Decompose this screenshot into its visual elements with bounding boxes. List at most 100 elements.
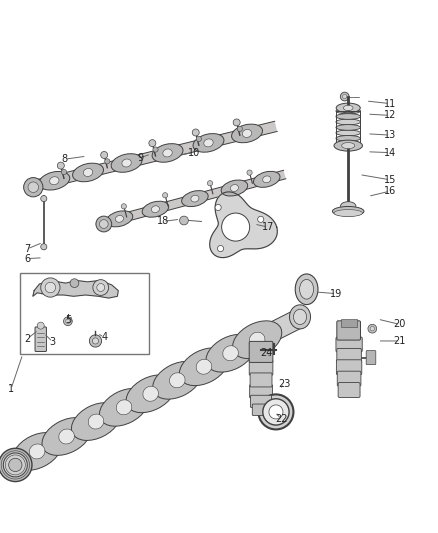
Text: 6: 6 [24,254,30,264]
Text: 15: 15 [384,175,396,185]
Ellipse shape [153,361,202,399]
Circle shape [89,335,102,347]
Ellipse shape [152,206,159,213]
Ellipse shape [111,154,142,172]
Text: 10: 10 [187,148,200,158]
Circle shape [28,182,39,192]
Ellipse shape [336,125,360,130]
Polygon shape [34,121,277,191]
Bar [336,111,360,144]
Circle shape [0,448,32,481]
FancyBboxPatch shape [338,383,360,398]
Circle shape [4,453,27,477]
Circle shape [218,246,224,252]
Ellipse shape [342,142,355,149]
Ellipse shape [71,403,120,440]
Ellipse shape [204,139,213,147]
Text: 24: 24 [260,348,272,358]
Circle shape [41,244,47,250]
FancyBboxPatch shape [337,371,361,386]
Ellipse shape [206,334,255,372]
FancyBboxPatch shape [337,349,361,364]
Circle shape [101,151,108,158]
Ellipse shape [196,359,212,374]
Ellipse shape [336,141,360,147]
Circle shape [99,220,108,229]
Circle shape [368,324,377,333]
Ellipse shape [336,130,360,136]
FancyBboxPatch shape [250,385,272,398]
Text: 22: 22 [275,414,287,424]
Circle shape [258,394,293,430]
FancyBboxPatch shape [337,321,360,340]
Ellipse shape [193,134,224,152]
FancyBboxPatch shape [249,342,273,362]
Text: 1: 1 [8,384,14,394]
Circle shape [61,169,67,175]
Text: 3: 3 [49,337,56,347]
Ellipse shape [143,386,159,401]
Circle shape [45,282,56,293]
Circle shape [105,159,110,164]
Ellipse shape [230,184,238,191]
Ellipse shape [99,389,148,426]
Ellipse shape [179,348,229,385]
Ellipse shape [334,209,363,216]
FancyBboxPatch shape [35,327,46,351]
Circle shape [70,279,79,287]
Polygon shape [13,310,302,470]
Circle shape [9,458,22,472]
Circle shape [24,177,43,197]
Ellipse shape [254,171,280,187]
Circle shape [196,136,201,141]
FancyBboxPatch shape [366,351,376,365]
Circle shape [370,327,374,331]
Bar [341,319,357,327]
Ellipse shape [13,433,62,470]
Ellipse shape [233,321,282,359]
Polygon shape [210,192,277,257]
Text: 11: 11 [384,99,396,109]
Text: 18: 18 [157,216,169,227]
Circle shape [233,119,240,126]
Text: 21: 21 [393,336,406,346]
Circle shape [222,213,250,241]
Text: 17: 17 [262,222,274,232]
Ellipse shape [106,211,133,227]
FancyBboxPatch shape [336,337,362,352]
Circle shape [97,284,105,292]
Circle shape [64,317,72,326]
Ellipse shape [163,149,172,157]
Text: 19: 19 [330,289,343,298]
FancyBboxPatch shape [252,404,270,415]
Ellipse shape [49,177,59,185]
Circle shape [247,170,252,175]
FancyBboxPatch shape [250,373,272,387]
Ellipse shape [170,373,185,388]
Circle shape [208,181,213,186]
Circle shape [180,216,188,225]
Polygon shape [104,170,286,227]
Ellipse shape [249,332,265,347]
Text: 9: 9 [137,153,143,163]
Ellipse shape [59,429,74,444]
Ellipse shape [290,305,311,329]
Circle shape [258,216,264,222]
Circle shape [121,204,127,209]
FancyBboxPatch shape [251,395,272,408]
Circle shape [93,280,109,295]
Text: 16: 16 [384,186,396,196]
Ellipse shape [182,191,208,207]
Circle shape [66,319,70,324]
Ellipse shape [126,375,175,413]
Circle shape [153,147,158,152]
Ellipse shape [116,400,132,415]
Ellipse shape [221,180,247,196]
Polygon shape [33,280,118,298]
Circle shape [162,192,168,198]
Ellipse shape [39,172,70,190]
Ellipse shape [73,163,103,182]
Text: 5: 5 [65,315,71,325]
FancyBboxPatch shape [249,360,273,375]
Circle shape [215,205,221,211]
